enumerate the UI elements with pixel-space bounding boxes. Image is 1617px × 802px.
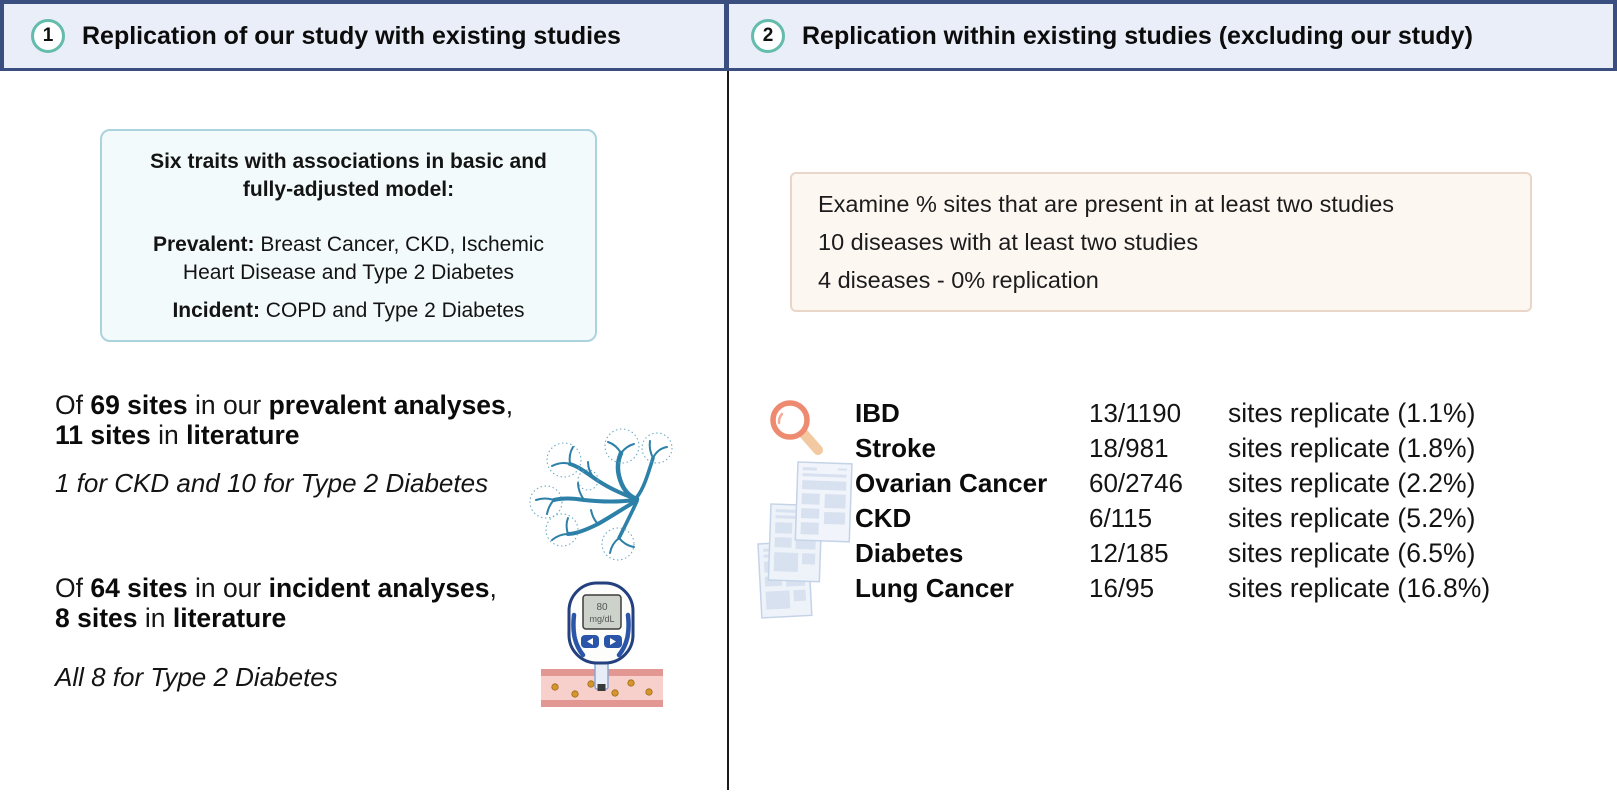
panel1-header: 1 Replication of our study with existing… [4, 4, 724, 68]
site-fraction: 13/1190 [1089, 398, 1182, 428]
replicate-label: sites replicate (16.8%) [1228, 573, 1491, 603]
table-row: Diabetes 12/185 sites replicate (6.5%) [855, 536, 1490, 571]
panel1-title: Replication of our study with existing s… [82, 21, 621, 50]
table-row: Stroke 18/981 sites replicate (1.8%) [855, 431, 1490, 466]
replicate-label: sites replicate (5.2%) [1228, 503, 1476, 533]
site-fraction: 6/115 [1089, 503, 1153, 533]
glucose-reading-value: 80 [596, 602, 608, 613]
prevalent-line: Prevalent: Breast Cancer, CKD, Ischemic … [128, 231, 569, 287]
replicate-label: sites replicate (1.8%) [1228, 433, 1476, 463]
step-2-badge: 2 [751, 19, 785, 53]
header-divider [724, 4, 729, 68]
panel2-title: Replication within existing studies (exc… [802, 21, 1473, 50]
prevalent-note: 1 for CKD and 10 for Type 2 Diabetes [55, 468, 489, 498]
infobox2-line1: Examine % sites that are present in at l… [818, 191, 1395, 217]
table-row: Ovarian Cancer 60/2746 sites replicate (… [855, 466, 1490, 501]
magnifier-icon [770, 400, 823, 455]
replicate-label: sites replicate (1.1%) [1228, 398, 1476, 428]
table-row: Lung Cancer 16/95 sites replicate (16.8%… [855, 571, 1490, 606]
paper-stack-icon [757, 461, 853, 619]
disease-name: Ovarian Cancer [855, 468, 1048, 498]
table-row: IBD 13/1190 sites replicate (1.1%) [855, 396, 1490, 431]
incident-stat: Of 64 sites in our incident analyses, 8 … [55, 573, 497, 633]
glucose-meter-icon: 80 mg/dL [541, 581, 663, 707]
disease-name: Lung Cancer [855, 573, 1014, 603]
replication-table: IBD 13/1190 sites replicate (1.1%) Strok… [855, 396, 1490, 606]
infobox2-line3: 4 diseases - 0% replication [818, 267, 1099, 293]
kidney-vessel-tree-icon [529, 428, 690, 561]
site-fraction: 60/2746 [1089, 468, 1183, 498]
incident-text: COPD and Type 2 Diabetes [259, 298, 525, 322]
incident-stat-line1: Of 64 sites in our incident analyses, [55, 573, 497, 603]
meter-buttons [581, 635, 622, 648]
incident-stat-line2: 8 sites in literature [55, 603, 287, 633]
incident-label: Incident: [172, 298, 260, 322]
infobox-heading: Six traits with associations in basic an… [150, 150, 547, 201]
site-fraction: 16/95 [1089, 573, 1155, 603]
glucose-reading-unit: mg/dL [589, 614, 614, 624]
incident-note: All 8 for Type 2 Diabetes [55, 662, 338, 692]
prevalent-text: Breast Cancer, CKD, Ischemic Heart Disea… [182, 232, 544, 284]
infobox2-line2: 10 diseases with at least two studies [818, 229, 1199, 255]
table-row: CKD 6/115 sites replicate (5.2%) [855, 501, 1490, 536]
six-traits-infobox: Six traits with associations in basic an… [100, 129, 597, 342]
site-fraction: 12/185 [1089, 538, 1169, 568]
replicate-label: sites replicate (6.5%) [1228, 538, 1476, 568]
prevalent-stat: Of 69 sites in our prevalent analyses, 1… [55, 390, 513, 450]
panel2-header: 2 Replication within existing studies (e… [729, 4, 1613, 68]
examine-sites-infobox: Examine % sites that are present in at l… [790, 172, 1532, 312]
prevalent-stat-line2: 11 sites in literature [55, 420, 300, 450]
disease-name: Stroke [855, 433, 936, 463]
step-1-badge: 1 [31, 19, 65, 53]
replicate-label: sites replicate (2.2%) [1228, 468, 1476, 498]
disease-name: Diabetes [855, 538, 964, 568]
disease-name: CKD [855, 503, 912, 533]
site-fraction: 18/981 [1089, 433, 1169, 463]
incident-line: Incident: COPD and Type 2 Diabetes [128, 297, 569, 325]
prevalent-stat-line1: Of 69 sites in our prevalent analyses, [55, 390, 514, 420]
prevalent-label: Prevalent: [153, 232, 255, 256]
disease-name: IBD [855, 398, 900, 428]
header-band: 1 Replication of our study with existing… [0, 0, 1617, 71]
panel-divider [727, 71, 729, 790]
